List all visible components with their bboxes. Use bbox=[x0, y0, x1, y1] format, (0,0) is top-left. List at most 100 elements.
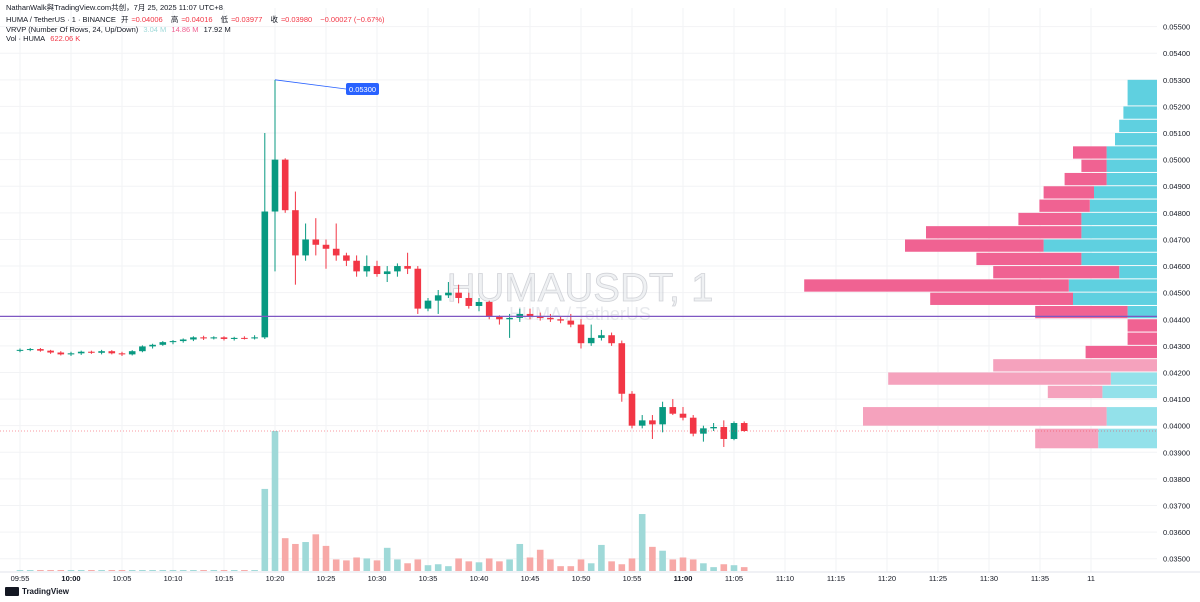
volume-bar bbox=[700, 563, 707, 571]
candle-body bbox=[689, 417, 697, 434]
time-tick-label: 10:20 bbox=[266, 574, 285, 583]
volume-bar bbox=[638, 514, 646, 571]
volume-bar bbox=[363, 558, 371, 571]
candle-body bbox=[312, 239, 320, 245]
candle-body bbox=[547, 317, 554, 320]
volume-profile-up-bar bbox=[1110, 372, 1157, 385]
volume-bar bbox=[669, 559, 677, 571]
volume-bars bbox=[16, 431, 748, 571]
candle-body bbox=[536, 316, 544, 318]
time-tick-label: 10:10 bbox=[164, 574, 183, 583]
candle-body bbox=[118, 353, 126, 355]
candle-body bbox=[271, 159, 279, 212]
volume-bar bbox=[190, 570, 197, 571]
volume-bar bbox=[179, 570, 187, 571]
volume-profile-up-bar bbox=[1119, 266, 1157, 279]
volume-profile-down-bar bbox=[1035, 428, 1099, 449]
volume-bar bbox=[536, 549, 544, 571]
volume-profile-down-bar bbox=[926, 226, 1082, 239]
price-tick-label: 0.04800 bbox=[1163, 209, 1190, 218]
candle-body bbox=[557, 319, 564, 321]
price-axis[interactable]: 0.05500 0.05400 0.05300 0.05200 0.05100 0.050… bbox=[1157, 0, 1200, 602]
high-callout-label: 0.05300 bbox=[349, 85, 376, 94]
volume-profile-down-bar bbox=[863, 407, 1107, 426]
candle-body bbox=[679, 413, 687, 418]
vrvp-up-value: 3.04 M bbox=[143, 25, 167, 34]
volume-profile-down-bar bbox=[1127, 319, 1157, 332]
volume-bar bbox=[210, 570, 218, 571]
time-tick-label: 11:20 bbox=[878, 574, 896, 583]
volume-bar bbox=[230, 570, 238, 571]
volume-bar bbox=[149, 570, 156, 571]
volume-bar bbox=[618, 564, 626, 571]
candles bbox=[16, 79, 748, 447]
candle-body bbox=[230, 337, 238, 339]
volume-profile-up-bar bbox=[1123, 106, 1157, 119]
candle-body bbox=[700, 428, 707, 434]
candle-body bbox=[281, 159, 289, 211]
volume-profile-down-bar bbox=[1039, 199, 1090, 212]
candle-body bbox=[139, 346, 146, 352]
volume-bar bbox=[394, 559, 401, 571]
ohlc-low-value: ≈0.03977 bbox=[231, 15, 263, 24]
volume-profile-up-bar bbox=[1127, 305, 1157, 319]
vrvp-title[interactable]: VRVP (Number Of Rows, 24, Up/Down) bbox=[6, 25, 139, 34]
volume-bar bbox=[445, 566, 452, 571]
candle-body bbox=[720, 427, 728, 439]
volume-profile-up-bar bbox=[1106, 172, 1157, 186]
candle-body bbox=[47, 350, 54, 353]
volume-bar bbox=[414, 559, 422, 571]
candle-body bbox=[210, 337, 218, 339]
volume-bar bbox=[547, 559, 554, 571]
volume-bar bbox=[649, 546, 656, 571]
volume-bar bbox=[332, 559, 340, 571]
ohlc-change: −0.00027 (−0.67%) bbox=[320, 15, 385, 24]
watermark-name: HUMA / TetherUS bbox=[509, 304, 651, 324]
candle-body bbox=[77, 351, 85, 354]
candle-body bbox=[190, 337, 197, 340]
volume-bar bbox=[475, 562, 483, 571]
tradingview-brand[interactable]: TradingView bbox=[5, 587, 69, 596]
vrvp-legend[interactable]: VRVP (Number Of Rows, 24, Up/Down) 3.04 … bbox=[6, 25, 234, 34]
attribution-line: NathanWalk與TradingView.com共创，7月 25, 2025… bbox=[6, 3, 226, 12]
candle-body bbox=[628, 393, 636, 426]
symbol-legend[interactable]: HUMA / TetherUS · 1 · BINANCE 开 ≈0.04006 … bbox=[6, 15, 388, 24]
ohlc-close-label: 收 bbox=[270, 15, 278, 24]
volume-bar bbox=[139, 570, 146, 571]
volume-bar bbox=[577, 559, 585, 571]
volume-bar bbox=[26, 570, 34, 571]
volume-bar bbox=[343, 560, 350, 571]
candle-body bbox=[108, 351, 116, 354]
volume-bar bbox=[159, 570, 167, 571]
symbol-title[interactable]: HUMA / TetherUS · 1 · BINANCE bbox=[6, 15, 116, 24]
time-tick-label: 10:55 bbox=[623, 574, 642, 583]
time-tick-label: 11:05 bbox=[725, 574, 743, 583]
candle-body bbox=[526, 313, 534, 317]
volume-bar bbox=[567, 566, 575, 571]
volume-profile-up-bar bbox=[1081, 212, 1157, 226]
candle-body bbox=[292, 210, 299, 256]
volume-title[interactable]: Vol · HUMA bbox=[6, 34, 46, 43]
volume-legend[interactable]: Vol · HUMA 622.06 K bbox=[6, 34, 83, 43]
candle-body bbox=[730, 423, 738, 439]
candle-body bbox=[159, 342, 167, 345]
price-tick-label: 0.05000 bbox=[1163, 156, 1190, 165]
volume-profile-down-bar bbox=[1085, 345, 1157, 359]
volume-profile-down-bar bbox=[993, 266, 1120, 279]
volume-bar bbox=[730, 565, 738, 571]
candle-body bbox=[485, 301, 493, 317]
time-tick-label: 11:10 bbox=[776, 574, 794, 583]
volume-bar bbox=[373, 560, 381, 571]
candle-body bbox=[475, 301, 483, 306]
candle-body bbox=[649, 420, 656, 425]
volume-bar bbox=[77, 570, 85, 571]
candle-body bbox=[598, 335, 605, 338]
price-tick-label: 0.05100 bbox=[1163, 129, 1190, 138]
time-tick-label: 09:55 bbox=[11, 574, 30, 583]
price-tick-label: 0.04200 bbox=[1163, 368, 1190, 377]
candle-body bbox=[506, 317, 513, 320]
time-axis[interactable]: 09:55 10:00 10:05 10:10 10:15 10:20 10:25 10:30… bbox=[0, 571, 1200, 583]
candle-body bbox=[638, 420, 646, 426]
volume-profile-down-bar bbox=[804, 279, 1069, 292]
